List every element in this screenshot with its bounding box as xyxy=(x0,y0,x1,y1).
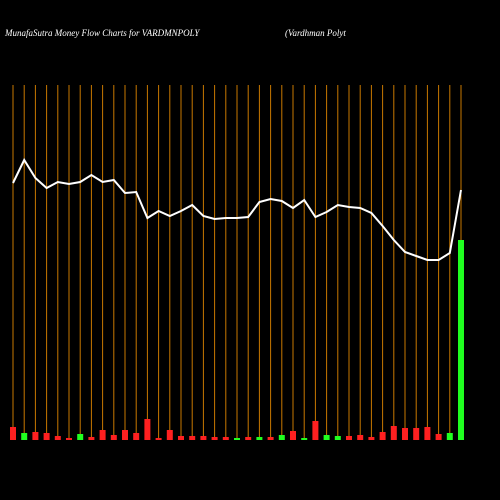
bar xyxy=(222,437,229,440)
bar xyxy=(77,434,84,440)
bar xyxy=(21,433,28,440)
bar xyxy=(278,435,285,440)
bar xyxy=(88,437,95,440)
bar xyxy=(312,421,319,440)
bar xyxy=(290,431,296,440)
bar xyxy=(10,427,16,440)
bar xyxy=(368,437,375,440)
bar xyxy=(110,435,117,440)
bar xyxy=(166,430,173,440)
bar xyxy=(458,240,464,440)
bar xyxy=(43,433,50,440)
chart-title: MunafaSutra Money Flow Charts for VARDMN… xyxy=(4,28,200,38)
bar xyxy=(446,433,453,440)
bar xyxy=(379,432,386,440)
bar xyxy=(99,430,106,440)
bar xyxy=(178,436,184,440)
bar xyxy=(66,438,72,440)
bar xyxy=(357,435,364,440)
bar xyxy=(435,434,442,440)
chart-subtitle: (Vardhman Polyt xyxy=(285,28,346,38)
price-line xyxy=(12,157,462,261)
bar xyxy=(144,419,151,440)
bar xyxy=(256,437,263,440)
bar xyxy=(54,436,61,440)
bar xyxy=(189,436,196,440)
bar xyxy=(424,427,431,440)
bar xyxy=(413,428,420,440)
bar xyxy=(267,437,274,440)
bar xyxy=(245,437,252,440)
bar xyxy=(211,437,218,440)
bar xyxy=(346,436,352,440)
bar xyxy=(323,435,330,440)
bar xyxy=(234,438,240,440)
bar xyxy=(155,438,162,440)
bar xyxy=(200,436,207,440)
bar xyxy=(301,438,308,440)
bar xyxy=(390,426,397,440)
bar xyxy=(334,436,341,440)
bar xyxy=(122,430,128,440)
bar xyxy=(133,433,140,440)
bar xyxy=(32,432,39,440)
bar xyxy=(402,428,408,440)
